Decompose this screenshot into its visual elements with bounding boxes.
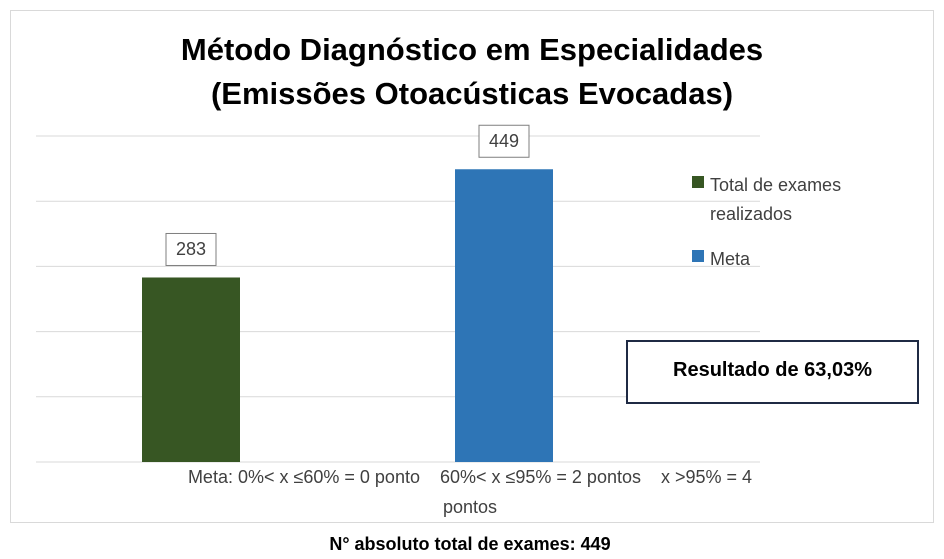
bar [455,169,553,462]
note: Meta: 0%< x ≤60% = 0 ponto 60%< x ≤95% =… [187,467,753,487]
legend-label: Meta [710,249,751,269]
bar [142,277,240,462]
data-label: 283 [175,239,207,260]
legend-label: Total de exames realizados [710,175,842,224]
data-label-box [165,232,217,266]
data-label: 449 [488,131,520,152]
chart-title: Método Diagnóstico em Especialidades [180,32,764,67]
chart-title: (Emissões Otoacústicas Evocadas) [210,76,734,111]
data-label-box [478,124,530,158]
annotation: Resultado de 63,03% [673,359,872,381]
note: pontos [442,497,498,517]
legend-swatch [692,176,704,188]
footer: N° absoluto total de exames: 449 [329,534,611,554]
legend-swatch [692,250,704,262]
result-box [626,340,919,404]
